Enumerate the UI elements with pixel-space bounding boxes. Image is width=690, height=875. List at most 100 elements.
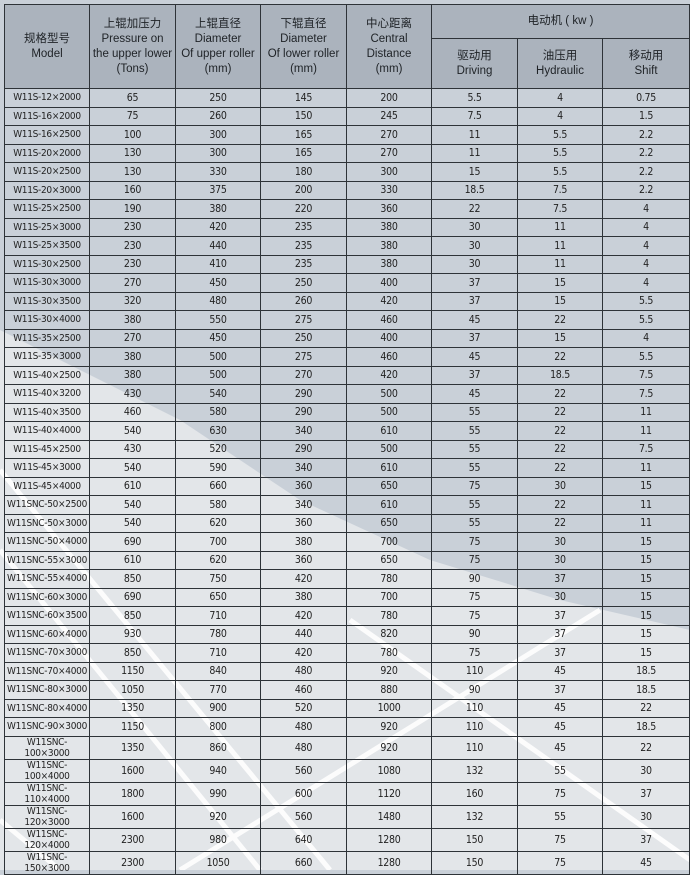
cell-model: W11S-40×3500: [4, 402, 90, 422]
cell-shift: 4: [601, 199, 690, 219]
header-driving: 驱动用 Driving: [431, 38, 518, 89]
cell-hydraulic: 75: [517, 827, 603, 852]
cell-driving: 75: [431, 643, 518, 663]
table-row: W11S-30×3000 270 450 250 400 37 15 4: [4, 273, 690, 293]
cell-hydraulic: 5.5: [517, 125, 603, 145]
cell-lower-roller: 235: [260, 254, 347, 274]
cell-shift: 15: [601, 606, 690, 626]
cell-central-distance: 245: [346, 106, 432, 126]
cell-central-distance: 1480: [346, 804, 432, 829]
table-row: W11S-20×3000 160 375 200 330 18.5 7.5 2.2: [4, 180, 690, 200]
cell-central-distance: 420: [346, 365, 432, 385]
table-row: W11S-45×3000 540 590 340 610 55 22 11: [4, 458, 690, 478]
cell-pressure: 430: [89, 439, 176, 459]
cell-driving: 90: [431, 624, 518, 644]
cell-upper-roller: 330: [175, 162, 261, 182]
cell-shift: 5.5: [601, 347, 690, 367]
cell-hydraulic: 30: [517, 587, 603, 607]
cell-hydraulic: 45: [517, 735, 603, 760]
cell-upper-roller: 420: [175, 217, 261, 237]
cell-shift: 2.2: [601, 143, 690, 163]
cell-hydraulic: 22: [517, 495, 603, 515]
table-row: W11SNC-150×3000 2300 1050 660 1280 150 75 45: [4, 850, 690, 875]
cell-pressure: 850: [89, 643, 176, 663]
table-row: W11S-30×4000 380 550 275 460 45 22 5.5: [4, 310, 690, 330]
cell-pressure: 130: [89, 162, 176, 182]
cell-central-distance: 650: [346, 550, 432, 570]
cell-central-distance: 380: [346, 254, 432, 274]
cell-hydraulic: 11: [517, 236, 603, 256]
cell-central-distance: 400: [346, 328, 432, 348]
cell-central-distance: 700: [346, 587, 432, 607]
cell-upper-roller: 920: [175, 804, 261, 829]
cell-model: W11S-45×2500: [4, 439, 90, 459]
specification-table: 规格型号 Model 上辊加压力 Pressure on the upper lowe…: [4, 4, 690, 875]
cell-model: W11SNC-80×3000: [4, 680, 90, 700]
cell-driving: 37: [431, 365, 518, 385]
cell-upper-roller: 300: [175, 143, 261, 163]
cell-lower-roller: 520: [260, 698, 347, 718]
cell-shift: 18.5: [601, 680, 690, 700]
cell-shift: 15: [601, 476, 690, 496]
cell-driving: 37: [431, 273, 518, 293]
cell-driving: 75: [431, 532, 518, 552]
cell-central-distance: 650: [346, 476, 432, 496]
table-row: W11SNC-50×2500 540 580 340 610 55 22 11: [4, 495, 690, 515]
cell-upper-roller: 540: [175, 384, 261, 404]
cell-model: W11SNC-60×3500: [4, 606, 90, 626]
cell-model: W11SNC-90×3000: [4, 717, 90, 737]
cell-driving: 30: [431, 254, 518, 274]
cell-central-distance: 460: [346, 310, 432, 330]
cell-lower-roller: 165: [260, 125, 347, 145]
table-row: W11S-20×2500 130 330 180 300 15 5.5 2.2: [4, 162, 690, 182]
header-model: 规格型号 Model: [4, 4, 90, 89]
table-row: W11S-35×3000 380 500 275 460 45 22 5.5: [4, 347, 690, 367]
cell-pressure: 380: [89, 347, 176, 367]
header-pressure: 上辊加压力 Pressure on the upper lower (Tons): [89, 4, 176, 89]
cell-driving: 110: [431, 698, 518, 718]
cell-hydraulic: 45: [517, 698, 603, 718]
cell-upper-roller: 630: [175, 421, 261, 441]
cell-hydraulic: 22: [517, 310, 603, 330]
cell-model: W11S-40×3200: [4, 384, 90, 404]
cell-upper-roller: 550: [175, 310, 261, 330]
table-row: W11SNC-50×3000 540 620 360 650 55 22 11: [4, 513, 690, 533]
cell-lower-roller: 275: [260, 347, 347, 367]
cell-central-distance: 380: [346, 236, 432, 256]
cell-shift: 15: [601, 569, 690, 589]
cell-driving: 90: [431, 680, 518, 700]
cell-shift: 2.2: [601, 125, 690, 145]
cell-hydraulic: 22: [517, 458, 603, 478]
cell-driving: 110: [431, 661, 518, 681]
cell-hydraulic: 15: [517, 328, 603, 348]
cell-pressure: 230: [89, 236, 176, 256]
cell-hydraulic: 37: [517, 643, 603, 663]
cell-pressure: 930: [89, 624, 176, 644]
cell-shift: 15: [601, 532, 690, 552]
cell-hydraulic: 45: [517, 717, 603, 737]
cell-driving: 11: [431, 143, 518, 163]
cell-hydraulic: 55: [517, 804, 603, 829]
table-row: W11S-45×2500 430 520 290 500 55 22 7.5: [4, 439, 690, 459]
cell-lower-roller: 220: [260, 199, 347, 219]
cell-shift: 5.5: [601, 310, 690, 330]
cell-driving: 90: [431, 569, 518, 589]
cell-lower-roller: 420: [260, 643, 347, 663]
cell-pressure: 1150: [89, 661, 176, 681]
cell-central-distance: 610: [346, 458, 432, 478]
cell-driving: 150: [431, 827, 518, 852]
cell-upper-roller: 300: [175, 125, 261, 145]
table-row: W11S-20×2000 130 300 165 270 11 5.5 2.2: [4, 143, 690, 163]
cell-lower-roller: 560: [260, 758, 347, 783]
cell-hydraulic: 15: [517, 291, 603, 311]
cell-central-distance: 360: [346, 199, 432, 219]
cell-upper-roller: 940: [175, 758, 261, 783]
cell-driving: 15: [431, 162, 518, 182]
cell-pressure: 540: [89, 495, 176, 515]
table-row: W11SNC-70×3000 850 710 420 780 75 37 15: [4, 643, 690, 663]
cell-lower-roller: 360: [260, 513, 347, 533]
cell-upper-roller: 440: [175, 236, 261, 256]
cell-driving: 45: [431, 310, 518, 330]
cell-pressure: 1600: [89, 758, 176, 783]
table-row: W11SNC-55×4000 850 750 420 780 90 37 15: [4, 569, 690, 589]
